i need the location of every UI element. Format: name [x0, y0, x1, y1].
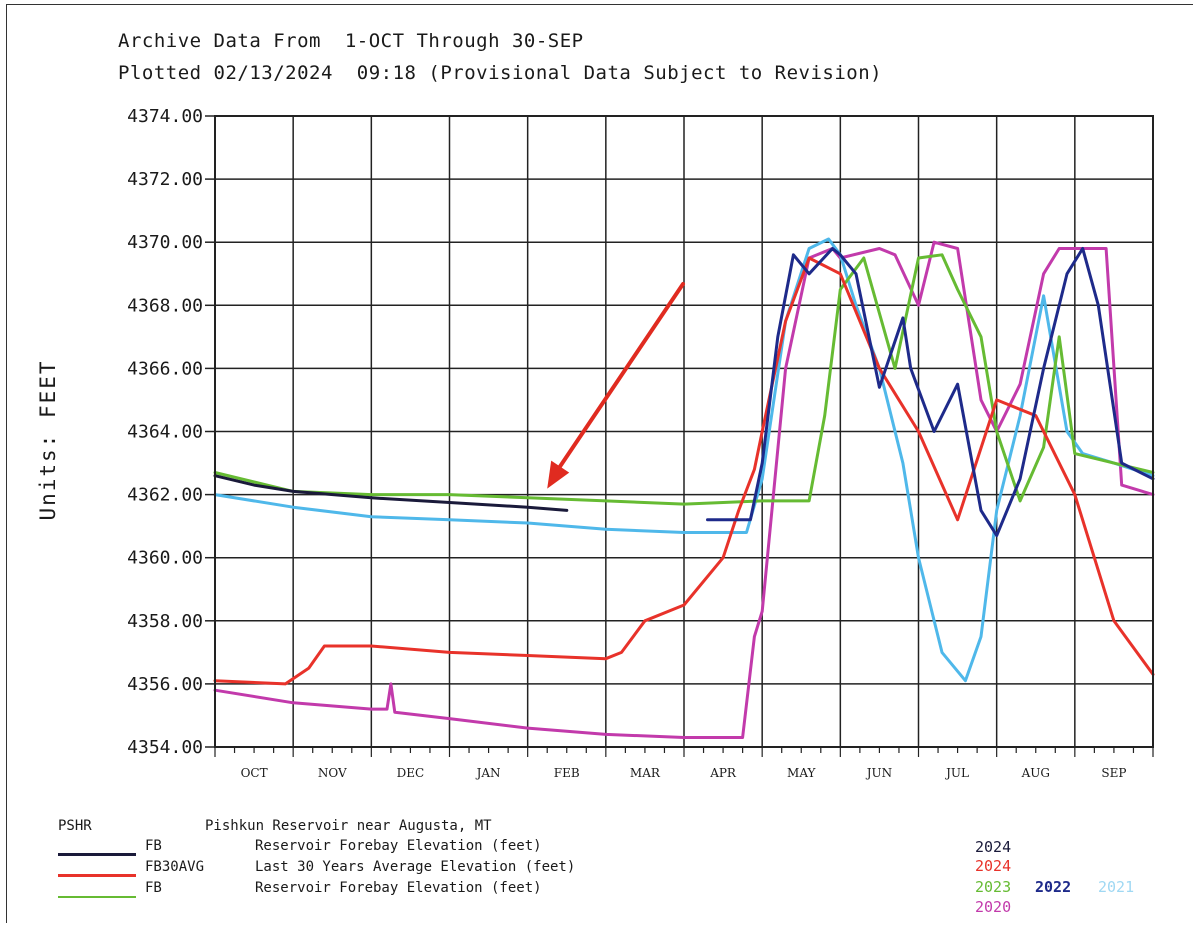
- legend-desc-3: Reservoir Forebay Elevation (feet): [255, 880, 542, 896]
- archive-range-header: Archive Data From 1-OCT Through 30-SEP: [118, 30, 584, 52]
- legend-swatch-fb-multi: [58, 896, 136, 898]
- x-tick-label-mar: MAR: [630, 766, 661, 780]
- page-frame: [6, 4, 1193, 923]
- legend-year-2023: 2023: [975, 878, 1012, 896]
- x-tick-label-aug: AUG: [1021, 766, 1050, 780]
- x-tick-label-may: MAY: [787, 766, 816, 780]
- legend-year-2022: 2022: [1035, 878, 1072, 896]
- annotation-arrow-head: [547, 460, 570, 489]
- legend-swatch-fb30avg: [58, 874, 136, 877]
- legend-code-3: FB: [145, 880, 162, 896]
- x-tick-label-sep: SEP: [1101, 766, 1126, 780]
- series-line-2021: [213, 237, 1155, 683]
- series-line-fb-2024: [213, 474, 569, 512]
- legend-year-fb: 2024: [975, 838, 1012, 856]
- x-tick-label-jul: JUL: [944, 766, 969, 780]
- y-tick-label: 4364.00: [127, 422, 203, 443]
- annotation-arrow-shaft: [555, 282, 685, 473]
- y-tick-label: 4360.00: [127, 548, 203, 569]
- y-tick-label: 4354.00: [127, 737, 203, 758]
- x-tick-label-dec: DEC: [397, 766, 425, 780]
- y-tick-label: 4356.00: [127, 674, 203, 695]
- legend-desc-1: Reservoir Forebay Elevation (feet): [255, 838, 542, 854]
- y-tick-label: 4374.00: [127, 106, 203, 127]
- y-tick-label: 4366.00: [127, 358, 203, 379]
- x-tick-label-nov: NOV: [318, 766, 347, 780]
- x-tick-label-apr: APR: [709, 766, 737, 780]
- y-tick-label: 4358.00: [127, 611, 203, 632]
- plotted-timestamp-header: Plotted 02/13/2024 09:18 (Provisional Da…: [118, 62, 883, 84]
- y-tick-label: 4362.00: [127, 485, 203, 506]
- chart-series: [213, 237, 1155, 739]
- legend-year-fb30avg: 2024: [975, 857, 1012, 875]
- series-line-fb30avg: [213, 256, 1155, 686]
- annotation-arrow: [547, 282, 685, 489]
- y-tick-label: 4372.00: [127, 169, 203, 190]
- x-tick-label-jun: JUN: [865, 766, 892, 780]
- legend-swatch-fb-2024: [58, 853, 136, 856]
- x-tick-label-oct: OCT: [241, 766, 268, 780]
- legend-code-2: FB30AVG: [145, 859, 205, 875]
- y-tick-label: 4370.00: [127, 232, 203, 253]
- y-tick-label: 4368.00: [127, 295, 203, 316]
- legend-year-2020: 2020: [975, 898, 1012, 916]
- legend-year-2021: 2021: [1098, 878, 1135, 896]
- legend-desc-2: Last 30 Years Average Elevation (feet): [255, 859, 576, 875]
- chart-grid: [215, 115, 1153, 748]
- x-tick-label-jan: JAN: [475, 766, 501, 780]
- series-line-2022: [706, 247, 1155, 538]
- x-tick-label-feb: FEB: [554, 766, 580, 780]
- legend-station-code: PSHR: [58, 818, 92, 834]
- series-line-fb-2023: [213, 253, 1155, 506]
- axis-ticks: 4354.00 4356.00 4358.00 4360.00 4362.00 4364.…: [127, 106, 1154, 780]
- legend-station-name: Pishkun Reservoir near Augusta, MT: [205, 818, 492, 834]
- legend-code-1: FB: [145, 838, 162, 854]
